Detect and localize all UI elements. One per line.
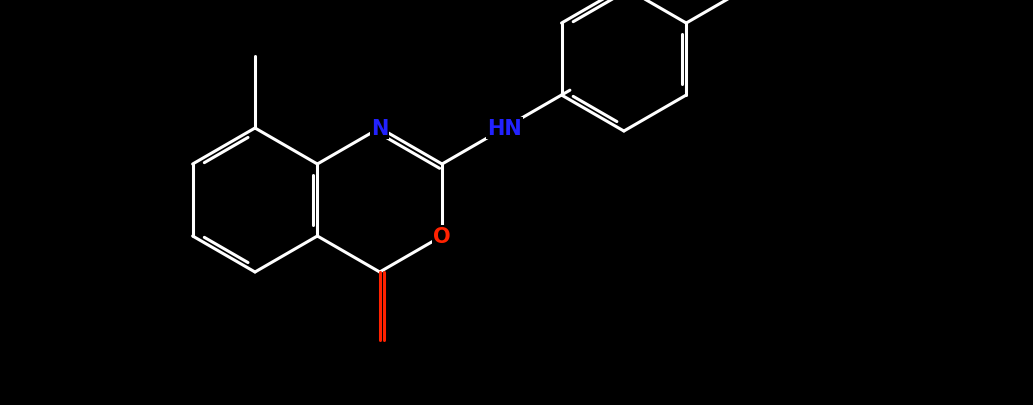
Text: N: N — [371, 119, 388, 139]
Text: HN: HN — [487, 119, 522, 139]
Text: O: O — [433, 226, 450, 246]
